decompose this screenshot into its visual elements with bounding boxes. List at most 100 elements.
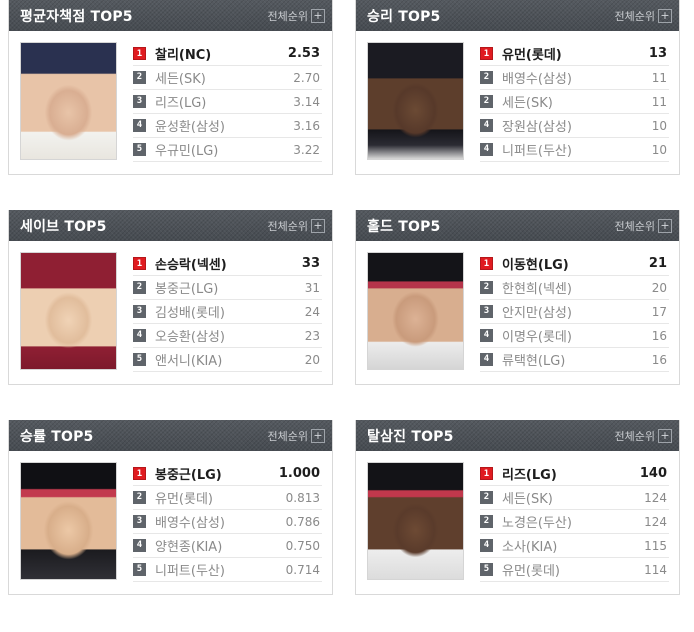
rank-row[interactable]: 5 유먼(롯데) 114 <box>480 558 669 582</box>
rank-badge: 1 <box>480 467 493 480</box>
player-name[interactable]: 앤서니(KIA) <box>155 354 223 369</box>
rank-row[interactable]: 1 이동현(LG) 21 <box>480 252 669 276</box>
stat-value: 124 <box>644 514 667 529</box>
rank-row[interactable]: 2 세든(SK) 11 <box>480 90 669 114</box>
stat-value: 140 <box>639 466 667 481</box>
player-name[interactable]: 손승락(넥센) <box>155 258 227 273</box>
rank-list: 1 리즈(LG) 140 2 세든(SK) 124 2 노경은(두산) 124 4 소사(KIA) 1… <box>480 462 669 582</box>
player-name[interactable]: 안지만(삼성) <box>502 306 572 321</box>
full-ranking-label: 전체순위 <box>267 429 308 443</box>
full-ranking-link[interactable]: 전체순위 + <box>615 8 672 24</box>
player-name[interactable]: 장원삼(삼성) <box>502 120 572 135</box>
player-name[interactable]: 유먼(롯데) <box>502 48 562 63</box>
rank-badge: 2 <box>480 491 493 504</box>
panel-header: 탈삼진 TOP5 전체순위 + <box>356 420 679 451</box>
rank-row[interactable]: 4 니퍼트(두산) 10 <box>480 138 669 162</box>
panel-title: 승리 TOP5 <box>367 8 441 25</box>
rank-list: 1 찰리(NC) 2.53 2 세든(SK) 2.70 3 리즈(LG) 3.14 4 윤성환(삼성… <box>133 42 322 162</box>
rank-row[interactable]: 4 양현종(KIA) 0.750 <box>133 534 322 558</box>
player-name[interactable]: 배영수(삼성) <box>155 516 225 531</box>
rank-row[interactable]: 1 유먼(롯데) 13 <box>480 42 669 66</box>
panel-body: 1 봉중근(LG) 1.000 2 유먼(롯데) 0.813 3 배영수(삼성) 0.786 4 양… <box>9 451 332 594</box>
rank-row[interactable]: 4 장원삼(삼성) 10 <box>480 114 669 138</box>
stat-value: 0.714 <box>285 562 320 577</box>
player-name[interactable]: 노경은(두산) <box>502 516 572 531</box>
player-name[interactable]: 김성배(롯데) <box>155 306 225 321</box>
rank-row[interactable]: 2 한현희(넥센) 20 <box>480 276 669 300</box>
rank-row[interactable]: 5 우규민(LG) 3.22 <box>133 138 322 162</box>
rank-row[interactable]: 3 리즈(LG) 3.14 <box>133 90 322 114</box>
player-name[interactable]: 우규민(LG) <box>155 144 219 159</box>
player-name[interactable]: 봉중근(LG) <box>155 282 219 297</box>
rank-row[interactable]: 4 이명우(롯데) 16 <box>480 324 669 348</box>
rank-row[interactable]: 2 세든(SK) 2.70 <box>133 66 322 90</box>
rank-row[interactable]: 5 니퍼트(두산) 0.714 <box>133 558 322 582</box>
player-name[interactable]: 양현종(KIA) <box>155 540 223 555</box>
rank-row[interactable]: 2 유먼(롯데) 0.813 <box>133 486 322 510</box>
rank-row[interactable]: 2 노경은(두산) 124 <box>480 510 669 534</box>
player-name[interactable]: 니퍼트(두산) <box>502 144 572 159</box>
full-ranking-link[interactable]: 전체순위 + <box>615 218 672 234</box>
player-name[interactable]: 배영수(삼성) <box>502 72 572 87</box>
full-ranking-label: 전체순위 <box>614 9 655 23</box>
rank-row[interactable]: 2 봉중근(LG) 31 <box>133 276 322 300</box>
player-name[interactable]: 유먼(롯데) <box>502 564 560 579</box>
stats-panel: 홀드 TOP5 전체순위 +1 이동현(LG) 21 2 한현희(넥센) 20 3 안지만(삼성)… <box>355 210 680 385</box>
player-name[interactable]: 세든(SK) <box>502 96 553 111</box>
player-name[interactable]: 소사(KIA) <box>502 540 558 555</box>
player-photo-leeds <box>367 462 464 580</box>
rank-row[interactable]: 3 김성배(롯데) 24 <box>133 300 322 324</box>
panel-body: 1 유먼(롯데) 13 2 배영수(삼성) 11 2 세든(SK) 11 4 장원삼(삼성) 10 4 니… <box>356 31 679 174</box>
rank-row[interactable]: 1 손승락(넥센) 33 <box>133 252 322 276</box>
rank-list: 1 유먼(롯데) 13 2 배영수(삼성) 11 2 세든(SK) 11 4 장원삼(삼성) 10 4 니… <box>480 42 669 162</box>
panel-header: 승률 TOP5 전체순위 + <box>9 420 332 451</box>
panel-title: 승률 TOP5 <box>20 428 94 445</box>
player-name[interactable]: 세든(SK) <box>155 72 206 87</box>
rank-row[interactable]: 1 리즈(LG) 140 <box>480 462 669 486</box>
rank-row[interactable]: 3 배영수(삼성) 0.786 <box>133 510 322 534</box>
panel-title: 세이브 TOP5 <box>20 218 107 235</box>
rank-badge: 3 <box>133 305 146 318</box>
full-ranking-link[interactable]: 전체순위 + <box>268 8 325 24</box>
stat-value: 23 <box>304 328 320 343</box>
rank-row[interactable]: 4 오승환(삼성) 23 <box>133 324 322 348</box>
rank-row[interactable]: 3 안지만(삼성) 17 <box>480 300 669 324</box>
player-name[interactable]: 류택현(LG) <box>502 354 566 369</box>
stat-value: 2.53 <box>287 46 320 61</box>
stat-value: 0.786 <box>285 514 320 529</box>
full-ranking-link[interactable]: 전체순위 + <box>268 428 325 444</box>
player-name[interactable]: 세든(SK) <box>502 492 553 507</box>
stats-panel: 승리 TOP5 전체순위 + 1 유먼(롯데) 13 2 배영수(삼성) 11 2 세든(SK) 11… <box>355 0 680 175</box>
player-name[interactable]: 봉중근(LG) <box>155 468 222 483</box>
stat-value: 0.813 <box>285 490 320 505</box>
player-name[interactable]: 리즈(LG) <box>502 468 557 483</box>
rank-row[interactable]: 2 배영수(삼성) 11 <box>480 66 669 90</box>
full-ranking-link[interactable]: 전체순위 + <box>615 428 672 444</box>
rank-row[interactable]: 5 앤서니(KIA) 20 <box>133 348 322 372</box>
player-name[interactable]: 한현희(넥센) <box>502 282 572 297</box>
rank-row[interactable]: 4 윤성환(삼성) 3.16 <box>133 114 322 138</box>
rank-badge: 4 <box>133 119 146 132</box>
stat-value: 114 <box>644 562 667 577</box>
rank-row[interactable]: 4 소사(KIA) 115 <box>480 534 669 558</box>
rank-row[interactable]: 1 찰리(NC) 2.53 <box>133 42 322 66</box>
player-name[interactable]: 이동현(LG) <box>502 258 569 273</box>
player-name[interactable]: 니퍼트(두산) <box>155 564 225 579</box>
panel-body: 1 손승락(넥센) 33 2 봉중근(LG) 31 3 김성배(롯데) 24 4 오승환(삼성) 23… <box>9 241 332 384</box>
player-name[interactable]: 찰리(NC) <box>155 48 212 63</box>
player-name[interactable]: 오승환(삼성) <box>155 330 225 345</box>
player-name[interactable]: 리즈(LG) <box>155 96 207 111</box>
rank-badge: 3 <box>480 305 493 318</box>
player-name[interactable]: 이명우(롯데) <box>502 330 572 345</box>
panel-body: 1 찰리(NC) 2.53 2 세든(SK) 2.70 3 리즈(LG) 3.14 4 윤성환(삼성… <box>9 31 332 174</box>
rank-row[interactable]: 1 봉중근(LG) 1.000 <box>133 462 322 486</box>
rank-badge: 4 <box>480 119 493 132</box>
full-ranking-link[interactable]: 전체순위 + <box>268 218 325 234</box>
panel-header: 승리 TOP5 전체순위 + <box>356 0 679 31</box>
stat-value: 33 <box>301 256 320 271</box>
rank-row[interactable]: 2 세든(SK) 124 <box>480 486 669 510</box>
player-name[interactable]: 윤성환(삼성) <box>155 120 225 135</box>
player-name[interactable]: 유먼(롯데) <box>155 492 213 507</box>
rank-row[interactable]: 4 류택현(LG) 16 <box>480 348 669 372</box>
